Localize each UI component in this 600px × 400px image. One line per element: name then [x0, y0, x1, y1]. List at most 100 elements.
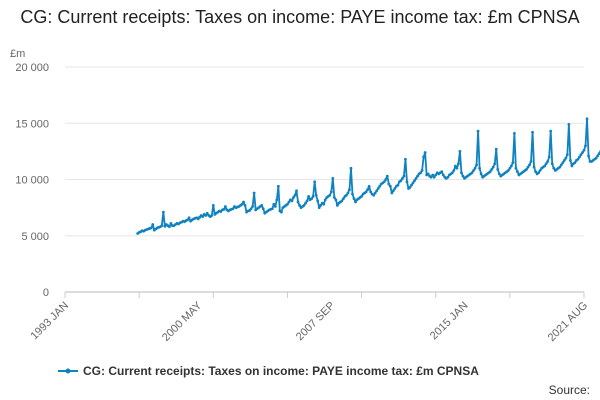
data-point[interactable] — [511, 161, 515, 165]
data-point[interactable] — [328, 193, 332, 197]
data-point[interactable] — [413, 179, 416, 183]
data-point[interactable] — [525, 167, 528, 171]
data-point[interactable] — [317, 206, 321, 210]
data-point[interactable] — [399, 179, 403, 183]
data-point[interactable] — [408, 185, 412, 189]
data-point[interactable] — [345, 193, 348, 197]
data-point[interactable] — [205, 211, 209, 215]
data-point[interactable] — [388, 184, 392, 188]
data-point[interactable] — [559, 163, 563, 167]
data-point[interactable] — [432, 175, 436, 179]
data-point[interactable] — [187, 216, 191, 220]
data-point[interactable] — [290, 199, 294, 203]
data-point[interactable] — [565, 153, 569, 157]
data-point[interactable] — [568, 158, 572, 162]
data-point[interactable] — [272, 202, 276, 206]
data-point[interactable] — [419, 171, 422, 175]
data-point[interactable] — [494, 147, 498, 151]
data-point[interactable] — [585, 117, 589, 121]
data-point[interactable] — [373, 191, 377, 195]
data-point[interactable] — [322, 202, 326, 206]
data-point[interactable] — [497, 172, 501, 176]
data-point[interactable] — [441, 173, 445, 177]
data-point[interactable] — [313, 180, 317, 184]
data-point[interactable] — [367, 184, 371, 188]
data-point[interactable] — [576, 157, 580, 161]
data-point[interactable] — [240, 202, 244, 206]
data-point[interactable] — [369, 190, 373, 194]
data-point[interactable] — [211, 203, 215, 207]
data-point[interactable] — [537, 171, 541, 175]
data-point[interactable] — [346, 191, 350, 195]
data-point[interactable] — [260, 203, 264, 207]
data-point[interactable] — [310, 197, 314, 201]
data-point[interactable] — [296, 200, 300, 204]
data-point[interactable] — [161, 210, 165, 214]
data-point[interactable] — [514, 166, 518, 170]
data-point[interactable] — [251, 205, 255, 208]
data-point[interactable] — [549, 129, 553, 133]
data-point[interactable] — [581, 151, 584, 154]
data-point[interactable] — [496, 167, 500, 171]
data-point[interactable] — [292, 196, 295, 199]
data-point[interactable] — [420, 169, 424, 172]
data-point[interactable] — [384, 178, 388, 181]
data-point[interactable] — [378, 184, 382, 188]
data-point[interactable] — [546, 160, 550, 163]
data-point[interactable] — [416, 174, 419, 178]
data-point[interactable] — [446, 175, 450, 179]
data-point[interactable] — [160, 224, 164, 228]
data-point[interactable] — [508, 166, 512, 170]
data-point[interactable] — [573, 161, 577, 165]
data-point[interactable] — [307, 194, 311, 198]
data-point[interactable] — [491, 165, 495, 169]
data-point[interactable] — [431, 173, 435, 177]
data-point[interactable] — [276, 184, 280, 188]
data-point[interactable] — [550, 162, 554, 166]
data-point[interactable] — [422, 155, 426, 159]
data-point[interactable] — [596, 154, 600, 158]
data-point[interactable] — [490, 167, 494, 171]
data-point[interactable] — [597, 152, 600, 156]
data-point[interactable] — [562, 158, 566, 162]
data-point[interactable] — [298, 203, 301, 207]
data-point[interactable] — [411, 181, 415, 185]
data-point[interactable] — [423, 151, 427, 154]
data-point[interactable] — [579, 153, 583, 157]
data-point[interactable] — [393, 187, 397, 190]
data-point[interactable] — [534, 170, 537, 174]
data-point[interactable] — [594, 156, 598, 160]
data-point[interactable] — [293, 193, 297, 197]
data-point[interactable] — [332, 196, 336, 199]
data-point[interactable] — [261, 207, 265, 211]
data-point[interactable] — [275, 198, 279, 202]
data-point[interactable] — [243, 203, 247, 207]
data-point[interactable] — [405, 180, 409, 184]
data-point[interactable] — [529, 160, 533, 163]
data-point[interactable] — [349, 166, 353, 170]
data-point[interactable] — [532, 165, 536, 169]
data-point[interactable] — [561, 161, 565, 165]
data-point[interactable] — [478, 166, 481, 170]
data-point[interactable] — [335, 203, 339, 207]
data-point[interactable] — [279, 210, 283, 214]
data-point[interactable] — [404, 157, 407, 161]
data-point[interactable] — [584, 144, 587, 148]
data-point[interactable] — [323, 198, 327, 202]
data-point[interactable] — [382, 180, 386, 184]
data-point[interactable] — [168, 225, 171, 229]
data-point[interactable] — [564, 156, 568, 160]
data-point[interactable] — [223, 205, 227, 208]
data-point[interactable] — [372, 193, 376, 197]
data-point[interactable] — [528, 163, 531, 167]
data-point[interactable] — [376, 187, 380, 190]
data-point[interactable] — [360, 194, 363, 198]
data-point[interactable] — [570, 164, 574, 168]
data-point[interactable] — [458, 149, 462, 153]
data-point[interactable] — [287, 200, 291, 204]
data-point[interactable] — [364, 190, 368, 194]
data-point[interactable] — [475, 163, 478, 167]
data-point[interactable] — [473, 166, 477, 170]
data-point[interactable] — [342, 197, 345, 201]
data-point[interactable] — [340, 199, 344, 203]
